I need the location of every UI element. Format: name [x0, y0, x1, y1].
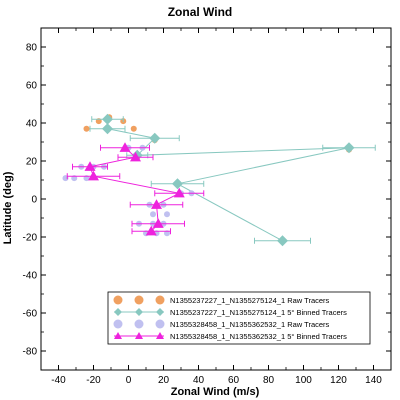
- legend-marker: [135, 332, 143, 339]
- series-1: [89, 113, 376, 247]
- legend-box: [107, 291, 371, 345]
- data-point: [343, 142, 355, 154]
- series-0: [83, 114, 352, 244]
- legend-marker: [156, 332, 164, 339]
- x-tick-label: 20: [158, 375, 170, 386]
- data-point: [119, 142, 131, 152]
- axes: -40 -20 0 20 40 60 80 100 120 140 -80 -60 -40 -20 0 20 4…: [23, 27, 392, 386]
- y-tick-label: 40: [26, 119, 38, 130]
- data-point: [102, 113, 113, 125]
- legend-item: N1355328458_1_N1355362532_1 5° Binned Tr…: [114, 332, 347, 341]
- legend-marker: [113, 319, 123, 329]
- x-tick-label: -40: [51, 375, 66, 386]
- x-tick-label: 0: [126, 375, 132, 386]
- data-point: [84, 161, 96, 171]
- legend-marker: [134, 295, 144, 305]
- data-point: [151, 199, 162, 209]
- data-point: [130, 125, 137, 132]
- data-point: [173, 187, 185, 198]
- y-tick-label: -20: [23, 233, 38, 244]
- legend: N1355237227_1_N1355275124_1 Raw Tracers N…: [107, 291, 371, 345]
- y-tick-label: 60: [26, 81, 38, 92]
- legend-marker: [155, 319, 165, 329]
- plot-area: [62, 113, 376, 247]
- data-point: [102, 123, 113, 135]
- data-point: [83, 125, 90, 132]
- legend-item: N1355237227_1_N1355275124_1 Raw Tracers: [113, 295, 330, 305]
- x-tick-label: 60: [228, 375, 240, 386]
- y-tick-label: -80: [23, 347, 38, 358]
- x-tick-label: 140: [365, 375, 382, 386]
- legend-marker: [156, 308, 164, 316]
- x-axis-title: Zonal Wind (m/s): [171, 386, 260, 398]
- legend-label: N1355328458_1_N1355362532_1 5° Binned Tr…: [170, 332, 347, 341]
- y-tick-label: -60: [23, 309, 38, 320]
- data-point: [88, 170, 99, 181]
- data-point: [145, 225, 157, 236]
- series-3: [66, 142, 205, 236]
- y-tick-label: 80: [26, 43, 38, 54]
- x-tick-label: 40: [193, 375, 205, 386]
- legend-marker: [135, 308, 143, 316]
- data-point: [130, 151, 141, 162]
- legend-marker: [113, 295, 123, 305]
- x-tick-label: 80: [263, 375, 275, 386]
- series-line: [107, 119, 350, 242]
- data-point: [172, 178, 183, 190]
- legend-marker: [155, 295, 165, 305]
- data-point: [150, 211, 156, 218]
- legend-label: N1355328458_1_N1355362532_1 Raw Tracers: [170, 320, 330, 329]
- legend-marker: [114, 308, 122, 316]
- legend-marker: [114, 332, 122, 339]
- data-point: [164, 211, 170, 218]
- x-tick-label: -20: [86, 375, 101, 386]
- x-tick-label: 100: [295, 375, 312, 386]
- legend-item: N1355237227_1_N1355275124_1 5° Binned Tr…: [114, 308, 347, 317]
- legend-label: N1355237227_1_N1355275124_1 5° Binned Tr…: [170, 308, 347, 317]
- legend-item: N1355328458_1_N1355362532_1 Raw Tracers: [113, 319, 330, 329]
- y-tick-label: 0: [31, 195, 37, 206]
- y-axis-title: Latitude (deg): [2, 171, 14, 244]
- legend-label: N1355237227_1_N1355275124_1 Raw Tracers: [170, 296, 330, 305]
- chart-title: Zonal Wind: [168, 5, 233, 19]
- data-point: [152, 218, 164, 228]
- y-tick-label: 20: [26, 157, 38, 168]
- data-point: [149, 132, 161, 144]
- legend-marker: [134, 319, 144, 329]
- data-point: [277, 235, 288, 247]
- y-tick-label: -40: [23, 271, 38, 282]
- x-tick-label: 120: [330, 375, 347, 386]
